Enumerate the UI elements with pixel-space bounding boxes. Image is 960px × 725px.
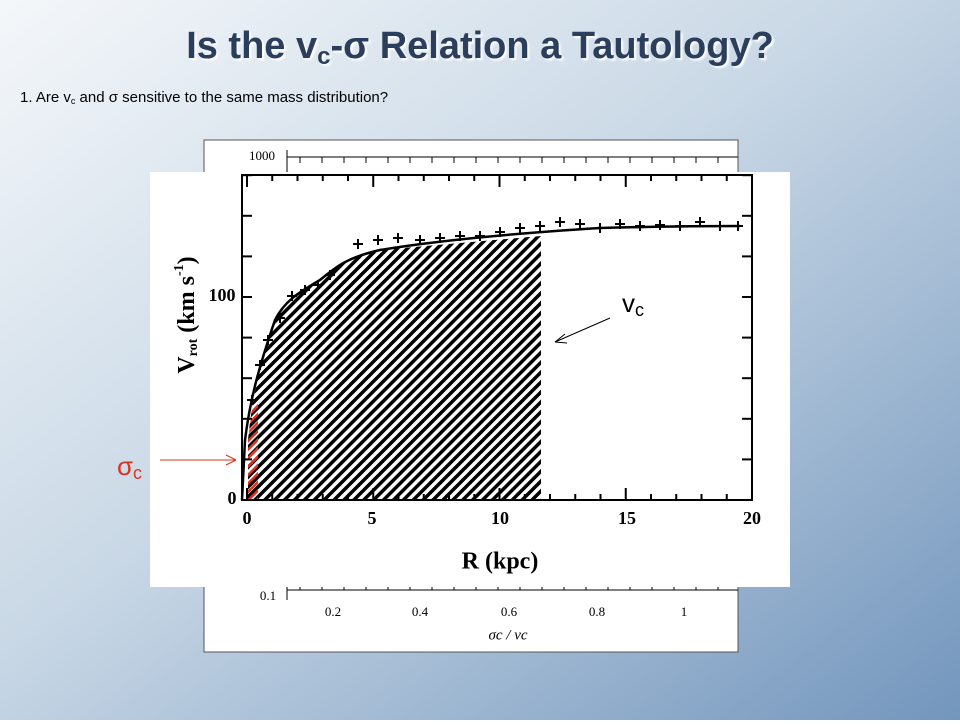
cross xyxy=(495,227,505,237)
tick-label: 0.2 xyxy=(325,604,341,619)
arrow-head xyxy=(225,454,237,466)
cross xyxy=(615,219,625,229)
cross xyxy=(635,221,645,231)
axis-title: Vrot (km s-1) xyxy=(172,256,201,373)
tick-label: 15 xyxy=(618,508,636,528)
data-crosses xyxy=(247,217,743,405)
tick-label: 10 xyxy=(491,508,509,528)
cross xyxy=(655,220,665,230)
cross xyxy=(515,223,525,233)
axis-title: σc / vc xyxy=(488,627,527,643)
cross xyxy=(393,233,403,243)
annotation-subscript: c xyxy=(133,463,142,483)
y-title-superscript: -1 xyxy=(172,264,187,276)
y-title-text: ) xyxy=(174,256,200,264)
cross xyxy=(435,233,445,243)
cross xyxy=(733,221,743,231)
slide-title: Is the vc-σ Relation a Tautology? xyxy=(186,25,774,70)
rotation-curve xyxy=(240,224,741,501)
cross xyxy=(575,219,585,229)
tick-label-group: 0.2 0.4 0.6 0.8 1 xyxy=(325,604,687,619)
tick-label: 0 xyxy=(243,508,252,528)
cross xyxy=(373,235,383,245)
subtitle: 1. Are vc and σ sensitive to the same ma… xyxy=(20,89,388,106)
axis-title: R (kpc) xyxy=(462,549,539,575)
tick-label: 100 xyxy=(209,285,236,305)
cross xyxy=(287,291,297,301)
tick-label: 20 xyxy=(743,508,761,528)
cross xyxy=(535,221,545,231)
cross xyxy=(275,313,285,323)
tick-label: 1 xyxy=(681,604,688,619)
cross xyxy=(695,217,705,227)
red-hatched-area xyxy=(248,400,258,500)
annotation-text: σ xyxy=(117,451,133,481)
cross xyxy=(415,235,425,245)
tick-label: 0.8 xyxy=(589,604,605,619)
subtitle-text: 1. Are v xyxy=(20,89,71,106)
cross xyxy=(675,221,685,231)
arrow-head xyxy=(554,333,568,344)
tick-label: 0.6 xyxy=(501,604,518,619)
cross xyxy=(325,270,335,280)
title-text: -σ Relation a Tautology? xyxy=(331,25,774,67)
cross xyxy=(313,280,323,290)
annotation-subscript: c xyxy=(635,300,644,320)
sigma-annotation: σc xyxy=(117,451,142,483)
tick-label: 0.4 xyxy=(412,604,429,619)
tick-label: 0 xyxy=(228,488,237,508)
cross xyxy=(263,335,273,345)
tick-label-group: 0 5 10 15 20 xyxy=(243,508,762,528)
y-title-subscript: rot xyxy=(186,338,201,356)
vc-arrow xyxy=(554,317,611,343)
cross xyxy=(455,231,465,241)
subtitle-subscript: c xyxy=(71,96,76,106)
y-title-text: (km s xyxy=(174,276,200,339)
tick-label: 5 xyxy=(368,508,377,528)
annotation-text: v xyxy=(622,288,635,318)
cross xyxy=(595,223,605,233)
cross xyxy=(300,285,310,295)
cross xyxy=(555,217,565,227)
hatched-area xyxy=(248,236,541,500)
tick-label: 1000 xyxy=(249,148,275,163)
cross xyxy=(255,360,265,370)
vc-annotation: vc xyxy=(622,288,644,320)
cross xyxy=(715,221,725,231)
cross xyxy=(475,231,485,241)
subtitle-text: and σ sensitive to the same mass distrib… xyxy=(75,89,388,106)
tick-label: 0.1 xyxy=(260,588,276,603)
y-title-text: V xyxy=(174,356,200,374)
tick-group xyxy=(242,174,753,501)
title-text: Is the v xyxy=(186,25,317,67)
cross xyxy=(353,239,363,249)
cross xyxy=(247,395,257,405)
title-subscript: c xyxy=(317,43,330,70)
